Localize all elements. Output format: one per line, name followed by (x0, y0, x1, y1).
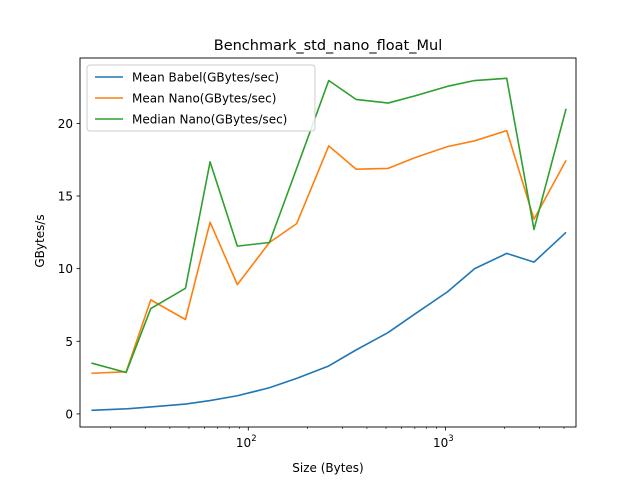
legend-box (86, 64, 316, 132)
legend-label-3: Median Nano(GBytes/sec) (132, 113, 287, 127)
plot-frame (79, 57, 577, 428)
chart-title: Benchmark_std_nano_float_Mul (214, 38, 442, 54)
series-line-2 (91, 129, 567, 375)
y-tick-label: 10 (58, 262, 73, 276)
legend-label-2: Mean Nano(GBytes/sec) (132, 92, 276, 106)
x-axis-label: Size (Bytes) (292, 461, 363, 475)
y-tick-label: 20 (58, 117, 73, 131)
legend-label-1: Mean Babel(GBytes/sec) (132, 71, 279, 85)
y-tick-label: 5 (65, 335, 73, 349)
y-axis-label: GBytes/s (33, 214, 47, 267)
y-tick-label: 0 (65, 407, 73, 421)
y-tick-label: 15 (58, 190, 73, 204)
series-line-3 (91, 77, 567, 374)
legend: Mean Babel(GBytes/sec) Mean Nano(GBytes/s… (86, 64, 316, 132)
series-line-1 (91, 231, 567, 412)
